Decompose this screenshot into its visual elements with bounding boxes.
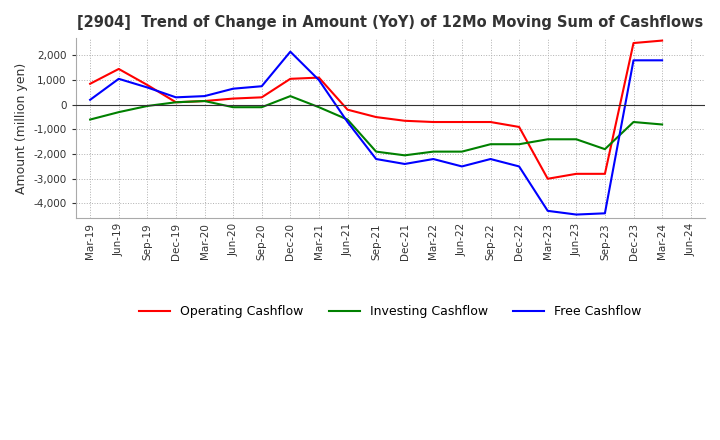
Operating Cashflow	[429, 119, 438, 125]
Free Cashflow	[372, 156, 380, 161]
Operating Cashflow	[372, 114, 380, 120]
Operating Cashflow	[544, 176, 552, 181]
Investing Cashflow	[114, 110, 123, 115]
Line: Operating Cashflow: Operating Cashflow	[90, 40, 662, 179]
Free Cashflow	[114, 76, 123, 81]
Title: [2904]  Trend of Change in Amount (YoY) of 12Mo Moving Sum of Cashflows: [2904] Trend of Change in Amount (YoY) o…	[77, 15, 703, 30]
Operating Cashflow	[286, 76, 294, 81]
Investing Cashflow	[372, 149, 380, 154]
Free Cashflow	[429, 156, 438, 161]
Operating Cashflow	[629, 40, 638, 46]
Free Cashflow	[515, 164, 523, 169]
Investing Cashflow	[171, 99, 180, 105]
Free Cashflow	[400, 161, 409, 167]
Operating Cashflow	[600, 171, 609, 176]
Free Cashflow	[229, 86, 238, 92]
Operating Cashflow	[200, 99, 209, 104]
Free Cashflow	[315, 77, 323, 83]
Operating Cashflow	[114, 66, 123, 72]
Legend: Operating Cashflow, Investing Cashflow, Free Cashflow: Operating Cashflow, Investing Cashflow, …	[134, 300, 647, 323]
Line: Free Cashflow: Free Cashflow	[90, 51, 662, 215]
Operating Cashflow	[458, 119, 467, 125]
Free Cashflow	[486, 156, 495, 161]
Investing Cashflow	[400, 153, 409, 158]
Investing Cashflow	[429, 149, 438, 154]
Investing Cashflow	[458, 149, 467, 154]
Operating Cashflow	[515, 125, 523, 130]
Free Cashflow	[629, 58, 638, 63]
Operating Cashflow	[258, 95, 266, 100]
Free Cashflow	[343, 119, 352, 125]
Operating Cashflow	[86, 81, 94, 86]
Operating Cashflow	[486, 119, 495, 125]
Investing Cashflow	[143, 103, 152, 109]
Operating Cashflow	[343, 107, 352, 112]
Investing Cashflow	[200, 99, 209, 104]
Free Cashflow	[572, 212, 580, 217]
Investing Cashflow	[343, 117, 352, 122]
Free Cashflow	[143, 85, 152, 90]
Investing Cashflow	[544, 137, 552, 142]
Free Cashflow	[458, 164, 467, 169]
Investing Cashflow	[600, 147, 609, 152]
Operating Cashflow	[315, 75, 323, 80]
Line: Investing Cashflow: Investing Cashflow	[90, 96, 662, 155]
Investing Cashflow	[229, 105, 238, 110]
Free Cashflow	[200, 93, 209, 99]
Free Cashflow	[658, 58, 667, 63]
Investing Cashflow	[486, 142, 495, 147]
Investing Cashflow	[515, 142, 523, 147]
Investing Cashflow	[658, 122, 667, 127]
Free Cashflow	[544, 208, 552, 213]
Investing Cashflow	[572, 137, 580, 142]
Operating Cashflow	[572, 171, 580, 176]
Investing Cashflow	[286, 93, 294, 99]
Investing Cashflow	[258, 105, 266, 110]
Free Cashflow	[286, 49, 294, 54]
Free Cashflow	[258, 84, 266, 89]
Investing Cashflow	[86, 117, 94, 122]
Y-axis label: Amount (million yen): Amount (million yen)	[15, 62, 28, 194]
Operating Cashflow	[658, 38, 667, 43]
Free Cashflow	[600, 211, 609, 216]
Free Cashflow	[86, 97, 94, 103]
Operating Cashflow	[171, 99, 180, 105]
Operating Cashflow	[143, 82, 152, 88]
Free Cashflow	[171, 95, 180, 100]
Operating Cashflow	[400, 118, 409, 123]
Operating Cashflow	[229, 96, 238, 101]
Investing Cashflow	[629, 119, 638, 125]
Investing Cashflow	[315, 105, 323, 110]
